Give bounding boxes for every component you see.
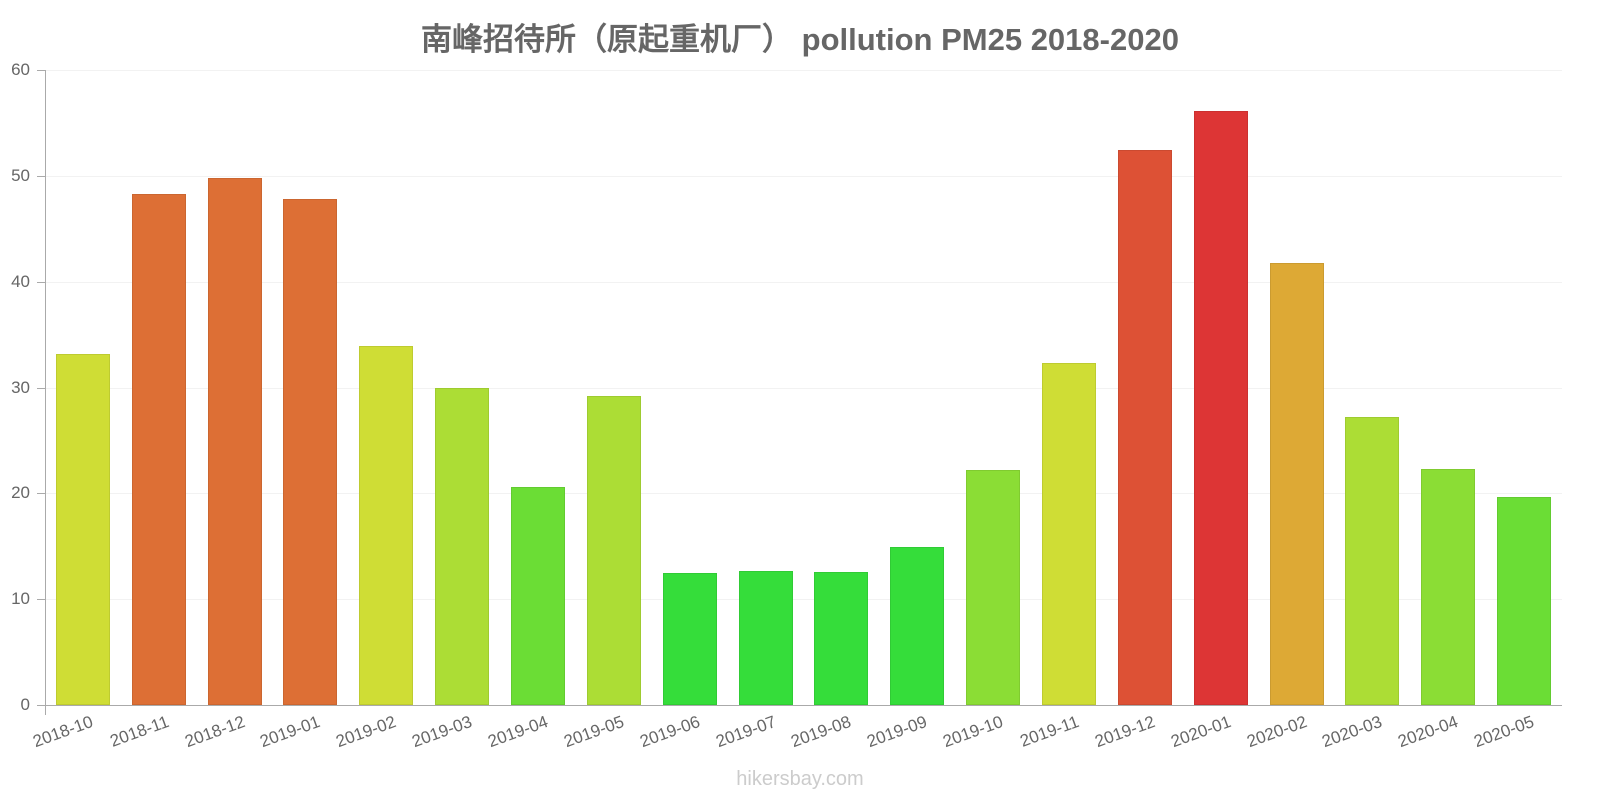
y-tick-label: 30 [11,377,30,397]
x-axis-line [37,705,1562,706]
bar-2018-10[interactable] [55,353,110,705]
bar-2019-03[interactable] [435,387,490,705]
y-tick-mark [37,70,45,71]
bar-2019-07[interactable] [738,570,793,705]
watermark: hikersbay.com [736,768,864,790]
chart-title: 南峰招待所（原起重机厂） pollution PM25 2018-2020 [421,22,1179,57]
bar-2018-11[interactable] [131,193,186,705]
y-tick-label: 40 [11,271,30,291]
y-tick-mark [37,281,45,283]
gridline [45,387,1562,389]
bar-2019-10[interactable] [966,470,1021,705]
bar-2020-03[interactable] [1345,417,1400,705]
y-axis-line [45,70,46,715]
bar-2018-12[interactable] [207,177,262,705]
bar-2019-06[interactable] [662,572,717,705]
bar-2020-04[interactable] [1421,469,1476,705]
y-tick-mark [37,493,45,495]
y-tick-mark [37,175,45,177]
bar-2020-05[interactable] [1497,496,1552,705]
bar-2019-01[interactable] [283,199,338,705]
y-tick-mark [37,599,45,601]
y-tick-label: 20 [11,483,30,503]
gridline [45,281,1562,283]
bar-2020-02[interactable] [1269,262,1324,705]
y-tick-label: 60 [11,60,30,79]
bar-2019-04[interactable] [511,486,566,705]
bar-2019-05[interactable] [586,395,641,705]
bar-2019-02[interactable] [359,346,414,705]
bar-2019-08[interactable] [814,571,869,705]
gridline [45,70,1562,71]
bar-2019-12[interactable] [1117,150,1172,705]
gridline [45,175,1562,177]
y-tick-label: 0 [20,695,30,714]
gridline [45,599,1562,601]
y-tick-mark [37,387,45,389]
y-tick-label: 10 [11,589,30,609]
bar-2019-11[interactable] [1041,363,1096,705]
plot-area [45,70,1562,705]
y-tick-label: 50 [11,165,30,185]
bar-2019-09[interactable] [890,547,945,705]
bar-2020-01[interactable] [1193,111,1248,705]
gridline [45,493,1562,495]
